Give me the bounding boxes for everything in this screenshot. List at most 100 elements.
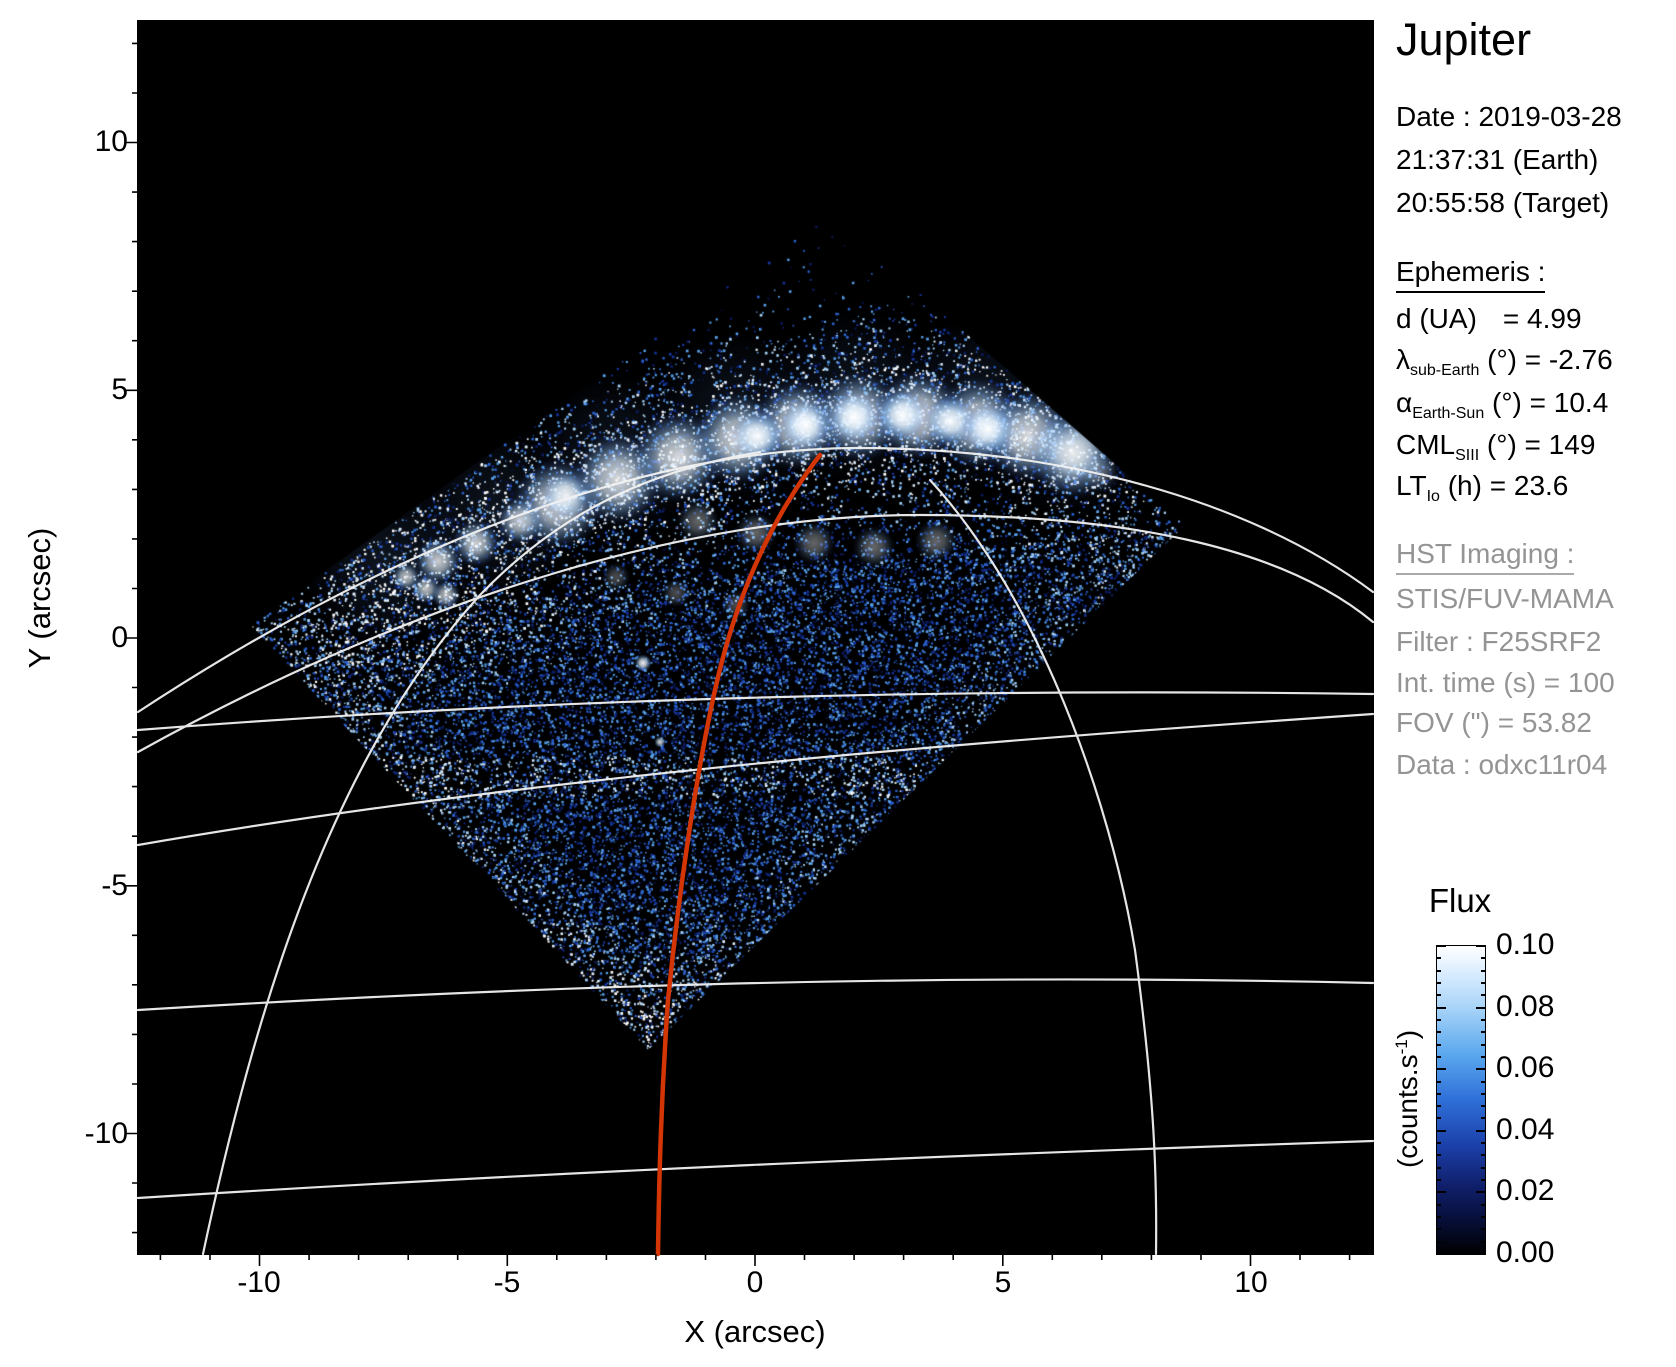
ephemeris-header: Ephemeris : (1396, 256, 1546, 293)
x-tick-label: 10 (1234, 1266, 1268, 1299)
y-tick-label: -5 (101, 869, 128, 902)
colorbar-tick (1437, 945, 1446, 947)
ephemeris-row-distance: d (UA) = 4.99 (1396, 303, 1582, 334)
x-tick-label: 0 (746, 1266, 764, 1299)
date-line: Date : 2019-03-28 (1396, 101, 1622, 132)
colorbar-tick (1437, 1043, 1441, 1046)
target-time-line: 20:55:58 (Target) (1396, 187, 1610, 218)
earth-time-line: 21:37:31 (Earth) (1396, 144, 1599, 175)
colorbar-tick (1437, 1253, 1446, 1255)
ephemeris-row-cml: CMLSIII (°) = 149 (1396, 429, 1596, 464)
colorbar-tick (1481, 1092, 1485, 1095)
colorbar-tick (1437, 981, 1441, 984)
x-tick-label: 5 (994, 1266, 1012, 1299)
colorbar-tick (1437, 1240, 1441, 1243)
latitude-arc (136, 712, 1375, 847)
colorbar-tick (1481, 994, 1485, 997)
colorbar-tick (1437, 1228, 1441, 1231)
colorbar-tick (1481, 1216, 1485, 1219)
colorbar-tick (1481, 1105, 1485, 1108)
colorbar-title: Flux (1428, 882, 1492, 919)
colorbar-tick (1481, 1043, 1485, 1046)
colorbar-tick (1437, 994, 1441, 997)
flux-colorbar (1436, 945, 1486, 1255)
colorbar-tick-label: 0.10 (1496, 928, 1555, 961)
graticule-lines (136, 446, 1375, 1256)
colorbar-tick (1481, 1055, 1485, 1058)
fuv-image-canvas (138, 21, 1373, 1254)
colorbar-tick (1481, 1240, 1485, 1243)
x-tick-label: -10 (237, 1266, 281, 1299)
colorbar-tick (1481, 1117, 1485, 1120)
colorbar-tick-label: 0.00 (1496, 1236, 1555, 1269)
colorbar-tick (1437, 1166, 1441, 1169)
colorbar-tick (1437, 969, 1441, 972)
y-tick-label: 0 (111, 621, 128, 654)
y-tick-label: 10 (94, 125, 128, 158)
plot-area (126, 20, 1375, 1266)
colorbar-tick (1437, 1018, 1441, 1021)
colorbar-tick (1481, 1018, 1485, 1021)
colorbar-tick (1437, 1142, 1441, 1145)
colorbar-tick (1481, 1142, 1485, 1145)
colorbar-tick (1437, 1055, 1441, 1058)
plot-overlay (126, 42, 1375, 1266)
latitude-arc (136, 1139, 1375, 1200)
x-tick-label: -5 (493, 1266, 521, 1299)
colorbar-tick (1481, 1203, 1485, 1206)
colorbar-tick (1437, 1006, 1446, 1009)
colorbar-tick (1481, 1080, 1485, 1083)
colorbar-tick (1437, 1154, 1441, 1157)
colorbar-tick (1481, 1179, 1485, 1182)
hst-filter: Filter : F25SRF2 (1396, 626, 1602, 657)
hst-imaging-header: HST Imaging : (1396, 538, 1575, 575)
colorbar-tick (1476, 945, 1485, 947)
colorbar-tick (1481, 969, 1485, 972)
colorbar-tick (1481, 957, 1485, 960)
x-axis-label: X (arcsec) (684, 1314, 826, 1349)
colorbar-tick (1437, 1129, 1446, 1132)
colorbar-tick (1476, 1253, 1485, 1255)
latitude-arc (136, 691, 1375, 732)
colorbar-tick (1437, 1068, 1446, 1071)
meridian-arc (201, 450, 762, 1256)
hst-int-time: Int. time (s) = 100 (1396, 667, 1615, 698)
colorbar-tick (1481, 1154, 1485, 1157)
ephemeris-row-lambda: λsub-Earth (°) = -2.76 (1396, 344, 1613, 379)
colorbar-tick-label: 0.04 (1496, 1113, 1555, 1146)
colorbar-tick (1437, 1080, 1441, 1083)
page-title: Jupiter (1396, 14, 1532, 65)
colorbar-tick-label: 0.06 (1496, 1051, 1555, 1084)
latitude-arc (136, 978, 1375, 1012)
colorbar-tick (1481, 1031, 1485, 1034)
colorbar-tick (1437, 1203, 1441, 1206)
colorbar-tick (1476, 1006, 1485, 1009)
colorbar-tick (1437, 957, 1441, 960)
latitude-arc (136, 446, 1375, 714)
colorbar-tick (1437, 1191, 1446, 1194)
ephemeris-row-alpha: αEarth-Sun (°) = 10.4 (1396, 387, 1609, 422)
colorbar-tick (1437, 1105, 1441, 1108)
colorbar-tick (1476, 1068, 1485, 1071)
colorbar-tick-label: 0.08 (1496, 990, 1555, 1023)
hst-fov: FOV (") = 53.82 (1396, 707, 1592, 738)
hst-instrument: STIS/FUV-MAMA (1396, 583, 1614, 614)
ephemeris-row-lt-io: LTIo (h) = 23.6 (1396, 470, 1569, 505)
colorbar-tick (1437, 1179, 1441, 1182)
colorbar-tick (1476, 1129, 1485, 1132)
colorbar-tick (1476, 1191, 1485, 1194)
meridian-arc (928, 478, 1158, 1256)
y-tick-label: -10 (84, 1117, 128, 1150)
hst-dataset: Data : odxc11r04 (1396, 749, 1608, 780)
latitude-arc (136, 513, 1375, 754)
colorbar-tick (1481, 981, 1485, 984)
colorbar-tick (1437, 1216, 1441, 1219)
axis-tick-marks (126, 42, 1351, 1266)
meridian-track-red-line (655, 452, 823, 1257)
colorbar-tick-label: 0.02 (1496, 1174, 1555, 1207)
colorbar-tick (1437, 1092, 1441, 1095)
colorbar-tick (1481, 1166, 1485, 1169)
colorbar-tick (1481, 1228, 1485, 1231)
colorbar-tick (1437, 1117, 1441, 1120)
